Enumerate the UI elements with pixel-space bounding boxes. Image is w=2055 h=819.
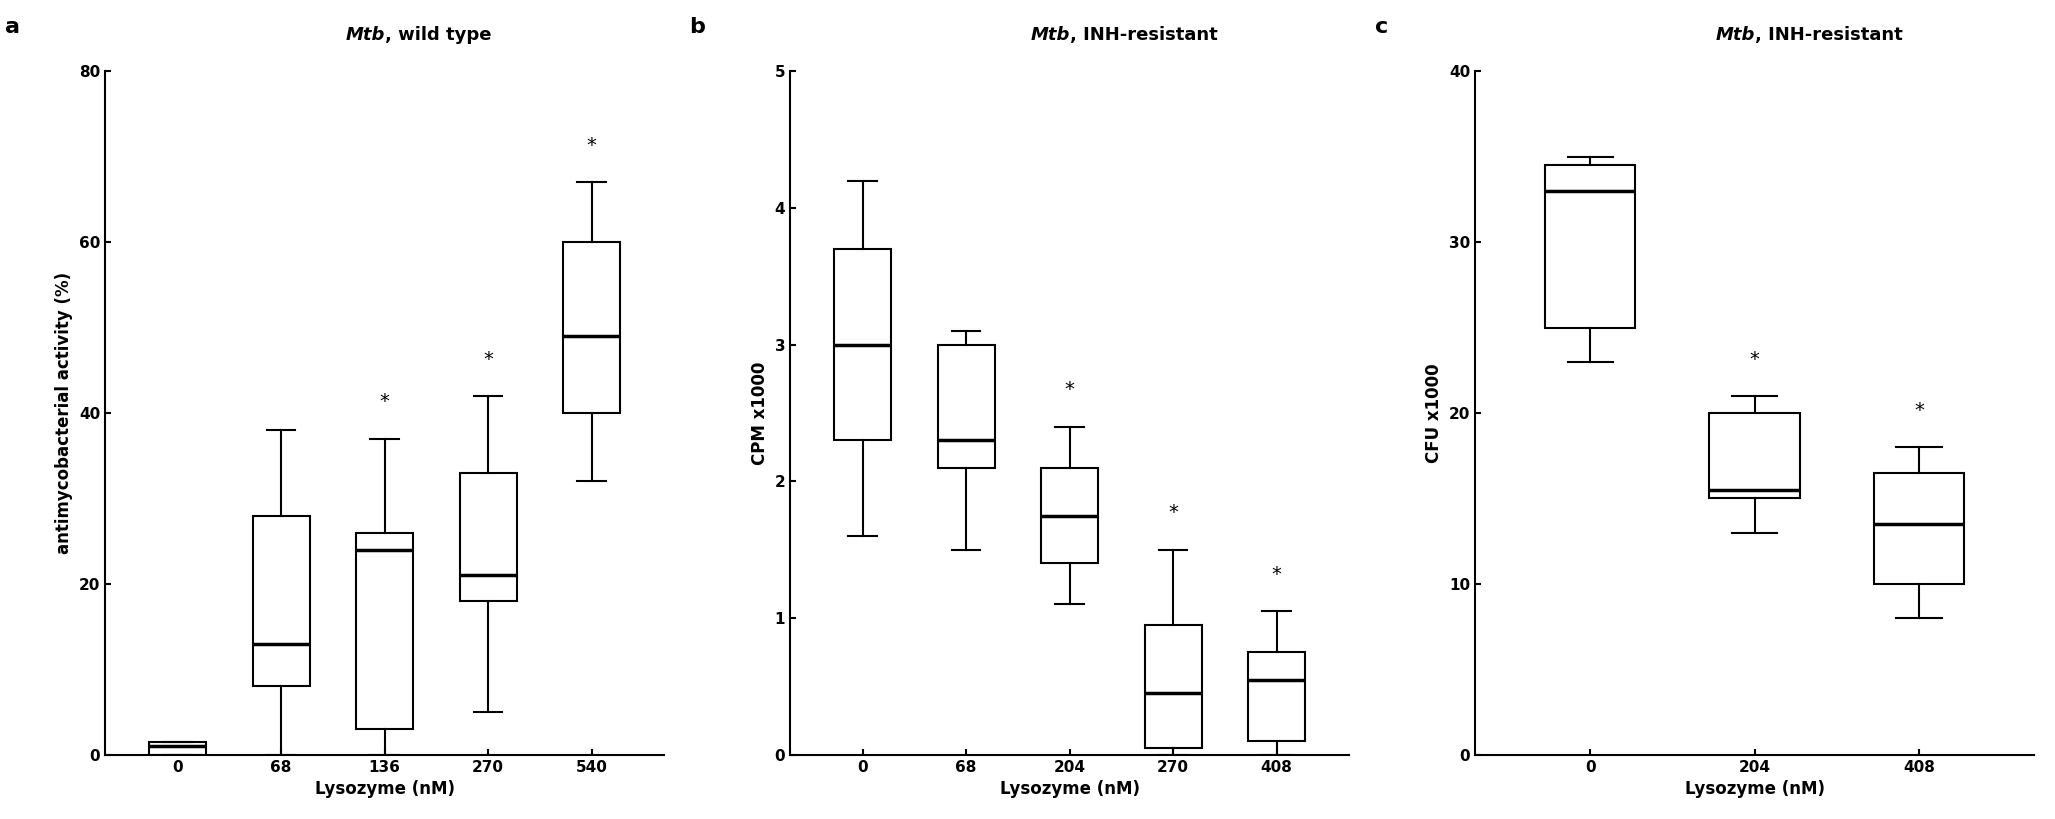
Text: b: b [690,16,705,37]
PathPatch shape [1710,413,1800,499]
Text: , INH-resistant: , INH-resistant [1071,26,1217,44]
PathPatch shape [253,515,310,686]
Text: *: * [483,350,493,369]
PathPatch shape [1145,625,1202,748]
Y-axis label: CFU x1000: CFU x1000 [1426,363,1443,463]
Text: Mtb: Mtb [345,26,384,44]
PathPatch shape [150,742,206,755]
PathPatch shape [356,532,413,729]
Text: *: * [380,392,390,411]
Text: c: c [1375,16,1387,37]
Text: *: * [1272,565,1282,584]
PathPatch shape [460,473,516,601]
Y-axis label: CPM x1000: CPM x1000 [750,361,769,464]
PathPatch shape [937,345,995,468]
Text: *: * [1064,380,1075,400]
Text: *: * [1167,504,1178,523]
X-axis label: Lysozyme (nM): Lysozyme (nM) [314,781,454,799]
Text: *: * [1749,350,1759,369]
Text: a: a [4,16,21,37]
PathPatch shape [563,242,621,413]
Text: Mtb: Mtb [1716,26,1755,44]
X-axis label: Lysozyme (nM): Lysozyme (nM) [1685,781,1825,799]
Text: *: * [1913,400,1923,420]
Text: , wild type: , wild type [384,26,491,44]
Y-axis label: antimycobacterial activity (%): antimycobacterial activity (%) [55,272,74,554]
PathPatch shape [1042,468,1097,563]
PathPatch shape [1247,652,1305,741]
PathPatch shape [1874,473,1965,584]
PathPatch shape [1545,165,1636,328]
PathPatch shape [834,249,892,441]
Text: *: * [588,136,596,155]
Text: Mtb: Mtb [1030,26,1071,44]
X-axis label: Lysozyme (nM): Lysozyme (nM) [999,781,1141,799]
Text: , INH-resistant: , INH-resistant [1755,26,1903,44]
